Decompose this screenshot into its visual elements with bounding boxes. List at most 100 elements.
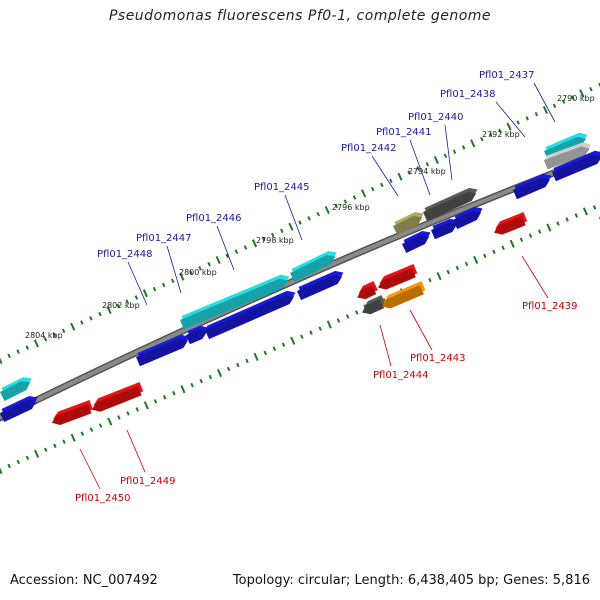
leader-line xyxy=(127,261,148,306)
tick-mark-upper xyxy=(380,182,384,188)
tick-mark-lower xyxy=(236,362,240,368)
tick-mark-lower xyxy=(53,443,57,448)
gene-bar-blue xyxy=(205,294,295,340)
tick-mark-upper xyxy=(307,216,311,221)
tick-mark-lower xyxy=(190,382,194,388)
tick-mark-upper xyxy=(361,189,367,198)
tick-mark-upper xyxy=(370,186,375,192)
tick-mark-lower xyxy=(25,455,30,461)
tick-mark-lower xyxy=(592,205,597,210)
tick-mark-lower xyxy=(492,249,496,255)
gene-bar-blue xyxy=(552,154,600,182)
tick-mark-lower xyxy=(300,334,304,339)
tick-mark-lower xyxy=(336,318,341,323)
gene-bar-blue xyxy=(513,177,550,200)
gene-label-forward: Pfl01_2437 xyxy=(479,70,535,81)
gene-label-forward: Pfl01_2438 xyxy=(440,89,496,100)
tick-mark-upper xyxy=(161,282,166,288)
tick-mark-upper xyxy=(416,166,420,171)
tick-mark-upper xyxy=(452,149,457,154)
tick-mark-upper xyxy=(170,278,175,284)
gene-bar-lightgray xyxy=(544,146,590,170)
tick-mark-upper xyxy=(61,328,66,334)
gene-label-forward: Pfl01_2445 xyxy=(254,182,310,193)
tick-mark-upper xyxy=(389,178,393,184)
tick-mark-upper xyxy=(43,336,48,342)
tick-mark-upper xyxy=(489,132,493,138)
gene-bar-blue xyxy=(297,274,343,301)
tick-mark-lower xyxy=(428,277,432,283)
tick-mark-lower xyxy=(556,221,560,226)
gene-bar-blue xyxy=(431,222,457,240)
tick-mark-lower xyxy=(217,368,223,378)
tick-mark-upper xyxy=(261,236,266,242)
tick-mark-upper xyxy=(89,316,93,321)
gene-label-reverse: Pfl01_2450 xyxy=(75,493,131,504)
leader-line xyxy=(166,245,182,294)
kbp-label: 2792 kbp xyxy=(482,130,520,139)
tick-mark-lower xyxy=(263,350,268,356)
tick-mark-lower xyxy=(528,233,533,238)
tick-mark-upper xyxy=(561,99,566,104)
tick-mark-upper xyxy=(425,161,430,167)
tick-mark-lower xyxy=(107,417,113,426)
tick-mark-lower xyxy=(446,269,450,275)
tick-mark-upper xyxy=(552,103,557,109)
tick-mark-lower xyxy=(355,310,359,315)
gene-label-forward: Pfl01_2440 xyxy=(408,112,464,123)
tick-mark-upper xyxy=(106,305,112,315)
tick-mark-upper xyxy=(534,111,539,117)
leader-line xyxy=(379,324,392,367)
gene-bar-blue xyxy=(453,210,482,230)
gene-label-forward: Pfl01_2442 xyxy=(341,143,397,154)
leader-line xyxy=(409,139,431,196)
tick-mark-lower xyxy=(345,314,350,319)
tick-mark-lower xyxy=(582,207,588,216)
accession-text: Accession: NC_007492 xyxy=(10,573,158,588)
tick-mark-upper xyxy=(98,311,102,317)
gene-bar-blue xyxy=(136,338,188,367)
tick-mark-lower xyxy=(70,433,76,442)
tick-mark-upper xyxy=(189,270,193,275)
tick-mark-upper xyxy=(251,239,258,248)
tick-mark-upper xyxy=(470,139,476,148)
leader-line xyxy=(79,448,101,490)
tick-mark-upper xyxy=(152,286,157,292)
leader-line xyxy=(495,101,526,138)
tick-mark-upper xyxy=(298,220,302,225)
tick-mark-lower xyxy=(565,217,569,222)
gene-label-forward: Pfl01_2441 xyxy=(376,127,432,138)
tick-mark-lower xyxy=(326,320,332,329)
map-title: Pseudomonas fluorescens Pf0-1, complete … xyxy=(108,8,492,24)
tick-mark-lower xyxy=(464,261,469,267)
tick-mark-lower xyxy=(16,459,21,465)
tick-mark-upper xyxy=(179,272,185,281)
tick-mark-lower xyxy=(455,265,460,271)
gene-bar-red xyxy=(91,386,142,412)
tick-mark-upper xyxy=(525,116,529,121)
tick-mark-upper xyxy=(52,332,57,338)
tick-mark-lower xyxy=(0,467,3,475)
tick-mark-upper xyxy=(25,345,30,350)
gene-bar-blue xyxy=(186,329,207,345)
gene-bar-red xyxy=(357,285,377,300)
tick-mark-lower xyxy=(309,330,313,335)
tick-mark-lower xyxy=(180,385,186,394)
tick-mark-lower xyxy=(162,395,167,400)
tick-mark-lower xyxy=(7,463,11,469)
tick-mark-lower xyxy=(483,253,487,259)
tick-mark-lower xyxy=(245,358,249,364)
tick-mark-upper xyxy=(70,322,76,331)
leader-line xyxy=(216,225,235,271)
tick-mark-lower xyxy=(318,326,322,331)
gene-bar-blue xyxy=(0,399,37,423)
tick-mark-lower xyxy=(44,447,48,453)
kbp-label: 2804 kbp xyxy=(25,331,63,340)
kbp-label: 2802 kbp xyxy=(102,301,140,310)
tick-mark-upper xyxy=(142,289,149,298)
tick-mark-lower xyxy=(80,431,85,436)
tick-mark-lower xyxy=(199,378,203,384)
tick-mark-lower xyxy=(501,245,505,251)
tick-mark-lower xyxy=(208,374,213,380)
kbp-label: 2794 kbp xyxy=(408,167,446,176)
